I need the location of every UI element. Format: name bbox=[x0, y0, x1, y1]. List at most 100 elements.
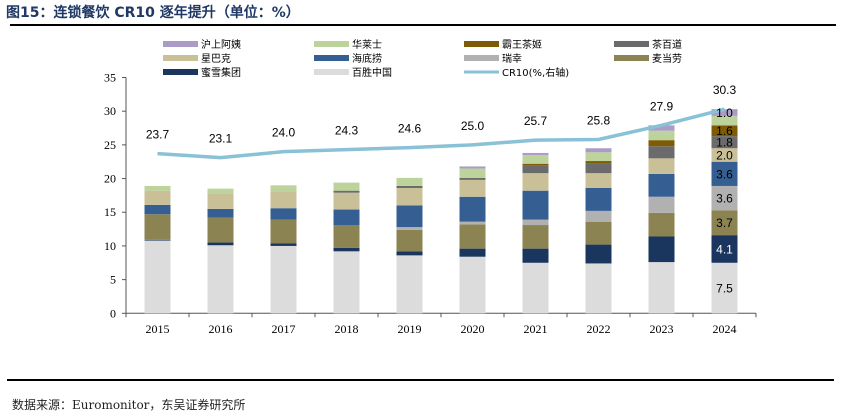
cr10-value-label: 30.3 bbox=[713, 83, 737, 97]
bar-segment bbox=[648, 146, 675, 159]
legend-label: 星巴克 bbox=[201, 53, 231, 65]
bar-segment bbox=[333, 190, 360, 193]
legend-swatch bbox=[464, 41, 499, 47]
bars bbox=[144, 109, 738, 314]
bar-segment bbox=[270, 191, 297, 209]
bar-segment bbox=[333, 225, 360, 248]
cr10-value-label: 23.7 bbox=[146, 128, 170, 142]
cr10-value-label: 24.0 bbox=[272, 126, 296, 140]
bar-segment bbox=[648, 196, 675, 213]
bar-segment bbox=[459, 177, 486, 180]
bar-segment bbox=[270, 208, 297, 220]
y-tick-label: 5 bbox=[110, 273, 116, 287]
bar-segment bbox=[711, 161, 738, 186]
bar-segment bbox=[459, 196, 486, 222]
bar-segment bbox=[522, 165, 549, 174]
bar-segment bbox=[648, 125, 675, 131]
bar-value-label: 1.0 bbox=[716, 106, 733, 120]
legend-label: 麦当劳 bbox=[652, 52, 682, 65]
bar-segment bbox=[207, 245, 234, 314]
x-tick-label: 2021 bbox=[524, 322, 548, 336]
legend-swatch bbox=[314, 69, 349, 75]
x-tick-label: 2017 bbox=[272, 322, 296, 336]
bar-segment bbox=[648, 212, 675, 237]
x-tick-label: 2015 bbox=[146, 322, 170, 336]
bar-segment bbox=[648, 130, 675, 141]
bar-segment bbox=[585, 161, 612, 164]
bar-segment bbox=[585, 173, 612, 188]
legend-label: 华莱士 bbox=[352, 38, 382, 51]
cr10-value-label: 24.3 bbox=[335, 124, 359, 138]
bar-segment bbox=[522, 190, 549, 220]
legend-swatch bbox=[614, 41, 649, 47]
legend-label: 百胜中国 bbox=[352, 66, 392, 79]
bar-segment bbox=[522, 152, 549, 155]
bar-segment bbox=[585, 152, 612, 162]
x-tick-label: 2020 bbox=[461, 322, 485, 336]
bar-segment bbox=[711, 115, 738, 126]
bar-segment bbox=[459, 166, 486, 169]
bar-segment bbox=[144, 204, 171, 215]
bar-segment bbox=[396, 177, 423, 186]
legend-swatch bbox=[163, 55, 198, 61]
bar-segment bbox=[648, 158, 675, 174]
data-labels: 7.5 4.1 3.7 3.6 3.6 2.01.81.6 1.0 23.7 23.1 24.0 2… bbox=[146, 83, 737, 295]
bar-segment bbox=[207, 208, 234, 218]
bar-segment bbox=[333, 251, 360, 314]
bar-segment bbox=[207, 188, 234, 194]
bar-segment bbox=[144, 239, 171, 241]
cr10-value-label: 24.6 bbox=[398, 122, 422, 136]
bar-segment bbox=[522, 173, 549, 191]
bar-segment bbox=[711, 210, 738, 236]
bar-segment bbox=[711, 125, 738, 137]
bar-segment bbox=[522, 248, 549, 263]
bar-segment bbox=[207, 217, 234, 243]
cr10-value-label: 27.9 bbox=[650, 99, 674, 113]
bar-segment bbox=[459, 224, 486, 249]
bar-segment bbox=[711, 235, 738, 263]
legend-label: 茶百道 bbox=[652, 38, 682, 51]
bar-segment bbox=[207, 242, 234, 246]
bar-segment bbox=[396, 187, 423, 206]
cr10-value-label: 23.1 bbox=[209, 132, 233, 146]
legend-swatch bbox=[614, 55, 649, 61]
cr10-value-label: 25.0 bbox=[461, 119, 485, 133]
bar-segment bbox=[585, 210, 612, 222]
bar-segment bbox=[585, 187, 612, 211]
bar-value-label: 3.6 bbox=[716, 192, 733, 206]
bar-segment bbox=[333, 209, 360, 226]
x-tick-label: 2024 bbox=[713, 322, 737, 336]
data-source-note: 数据来源：Euromonitor，东吴证券研究所 bbox=[12, 398, 246, 412]
bar-segment bbox=[270, 245, 297, 314]
cr10-value-label: 25.7 bbox=[524, 114, 548, 128]
bar-segment bbox=[711, 148, 738, 162]
bar-segment bbox=[333, 192, 360, 210]
bar-segment bbox=[585, 244, 612, 264]
bar-segment bbox=[144, 240, 171, 314]
bar-segment bbox=[711, 185, 738, 211]
bar-segment bbox=[144, 185, 171, 191]
legend-swatch bbox=[464, 55, 499, 61]
bar-value-label: 2.0 bbox=[716, 148, 733, 162]
bar-segment bbox=[585, 263, 612, 314]
x-tick-label: 2022 bbox=[587, 322, 611, 336]
legend-label: 霸王茶姬 bbox=[502, 38, 542, 51]
bar-segment bbox=[711, 109, 738, 116]
bar-segment bbox=[144, 214, 171, 240]
bar-value-label: 3.7 bbox=[716, 216, 733, 230]
bar-segment bbox=[459, 256, 486, 314]
y-tick-label: 35 bbox=[104, 71, 116, 85]
bar-segment bbox=[270, 243, 297, 246]
bar-segment bbox=[648, 173, 675, 197]
y-tick-label: 30 bbox=[104, 104, 116, 118]
bar-value-label: 4.1 bbox=[716, 242, 733, 256]
bar-segment bbox=[522, 219, 549, 226]
x-tick-label: 2016 bbox=[209, 322, 233, 336]
bar-segment bbox=[711, 136, 738, 149]
cr10-value-label: 25.8 bbox=[587, 113, 611, 127]
bar-segment bbox=[396, 227, 423, 230]
bar-segment bbox=[459, 168, 486, 178]
legend-label: 海底捞 bbox=[352, 52, 382, 65]
axes: 0 5 10 15 20 25 30 35 2015 2016 2017 2018 2019 2020 20… bbox=[104, 71, 757, 336]
